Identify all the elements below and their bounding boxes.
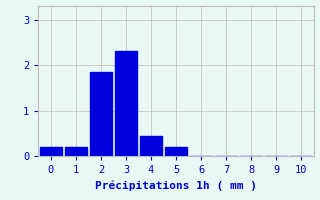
Bar bbox=[115, 51, 137, 156]
Bar bbox=[40, 147, 61, 156]
Bar bbox=[140, 136, 162, 156]
Bar bbox=[90, 72, 112, 156]
Bar bbox=[165, 147, 187, 156]
Bar bbox=[65, 147, 86, 156]
X-axis label: Précipitations 1h ( mm ): Précipitations 1h ( mm ) bbox=[95, 181, 257, 191]
